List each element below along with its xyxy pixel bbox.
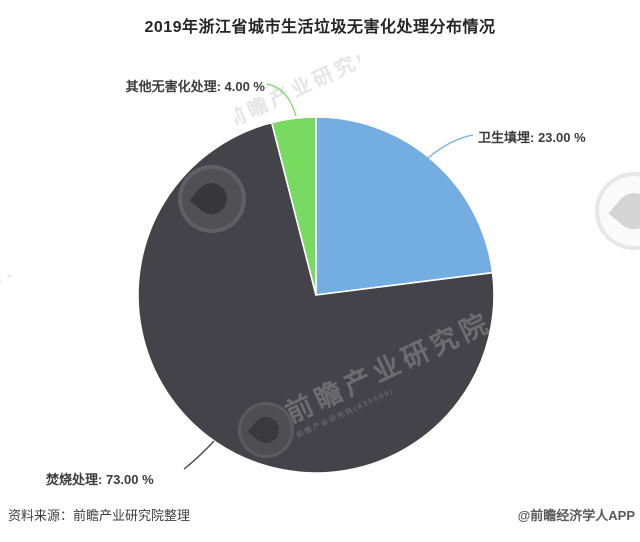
source-note: 资料来源：前瞻产业研究院整理: [8, 508, 191, 523]
slice-label-incineration: 焚烧处理: 73.00 %: [46, 472, 154, 487]
credit-note: @前瞻经济学人APP: [517, 508, 635, 523]
pie-slice-卫生填埋: [315, 116, 494, 296]
chart-title: 2019年浙江省城市生活垃圾无害化处理分布情况: [144, 19, 496, 36]
leader-line-其他无害化处理: [266, 83, 297, 117]
leader-line-焚烧处理: [183, 440, 215, 470]
leader-lines: [183, 83, 474, 470]
pie-slices: [137, 116, 495, 474]
pie-slice-其他无害化处理: [270, 116, 317, 296]
leader-line-卫生填埋: [427, 134, 474, 159]
slice-label-other-treatment: 其他无害化处理: 4.00 %: [125, 79, 265, 94]
slice-label-sanitary-landfill: 卫生填埋: 23.00 %: [478, 130, 586, 145]
